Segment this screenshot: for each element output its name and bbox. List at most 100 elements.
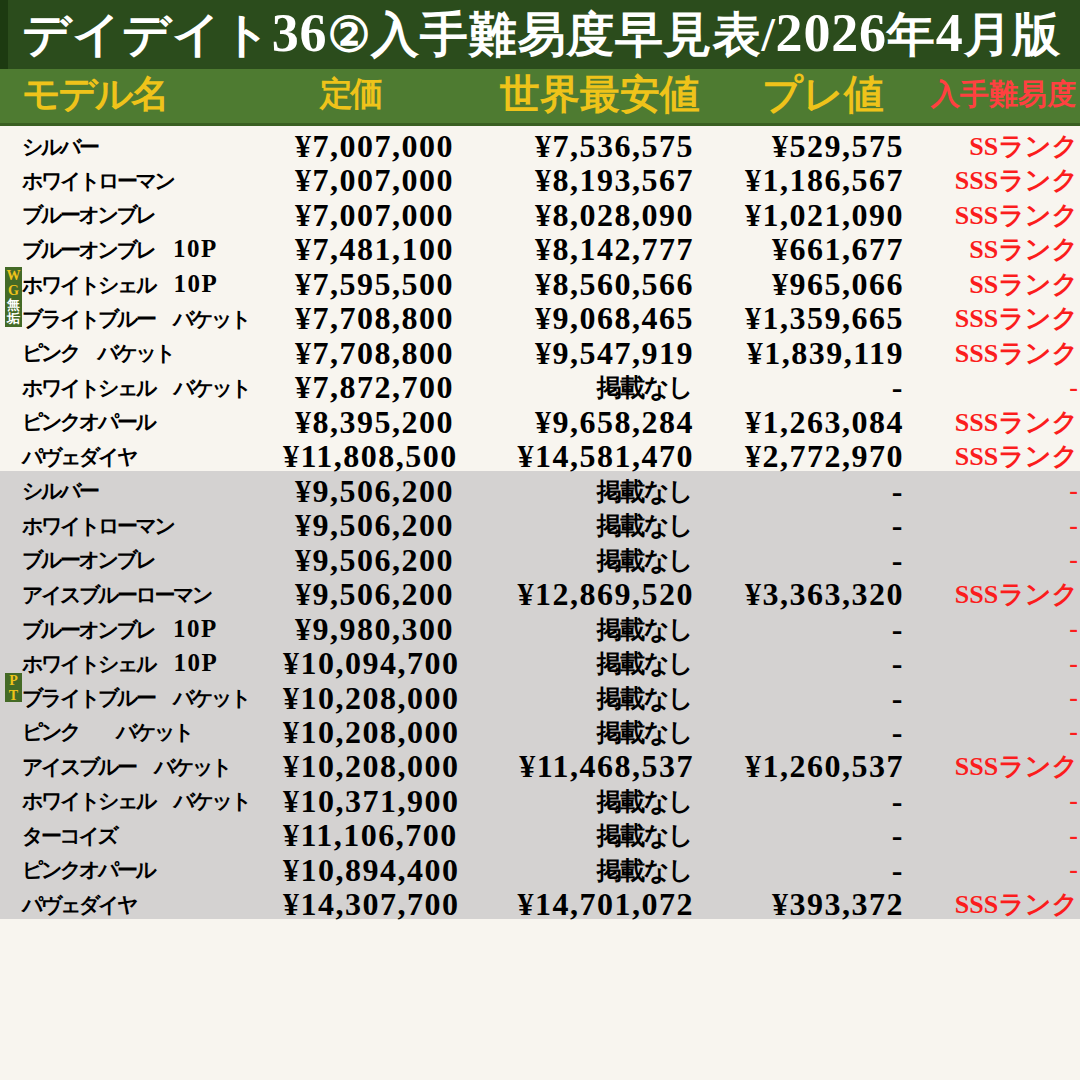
cell-list-price: ¥9,506,200 bbox=[283, 542, 454, 579]
table-row: ピンクオパール¥10,894,400掲載なし-- bbox=[0, 850, 1080, 884]
table-row: ピンク バケット¥10,208,000掲載なし-- bbox=[0, 712, 1080, 746]
title-bar: デイデイト36②入手難易度早見表/2026年4月版 bbox=[0, 0, 1080, 69]
cell-world-lowest: 掲載なし bbox=[454, 716, 694, 749]
cell-rank: SSランク bbox=[904, 129, 1080, 164]
cell-list-price: ¥9,506,200 bbox=[283, 576, 454, 613]
cell-rank: SSランク bbox=[904, 232, 1080, 267]
cell-rank: SSSランク bbox=[904, 336, 1080, 371]
cell-model: シルバー bbox=[0, 133, 283, 161]
table-row: パヴェダイヤ¥11,808,500¥14,581,470¥2,772,970SS… bbox=[0, 436, 1080, 470]
table-row: ホワイトシェル バケット¥7,872,700掲載なし-- bbox=[0, 367, 1080, 401]
cell-world-lowest: ¥8,560,566 bbox=[454, 266, 694, 303]
cell-model: ホワイトローマン bbox=[0, 512, 283, 540]
cell-world-lowest: 掲載なし bbox=[454, 613, 694, 646]
column-header-list-price: 定価 bbox=[265, 72, 436, 117]
cell-list-price: ¥7,007,000 bbox=[283, 197, 454, 234]
cell-world-lowest: 掲載なし bbox=[454, 509, 694, 542]
cell-premium: - bbox=[694, 852, 904, 889]
cell-world-lowest: ¥14,701,072 bbox=[454, 886, 694, 923]
table-row: ホワイトシェル バケット¥10,371,900掲載なし-- bbox=[0, 781, 1080, 815]
cell-premium: ¥965,066 bbox=[694, 266, 904, 303]
cell-world-lowest: ¥11,468,537 bbox=[454, 748, 694, 785]
cell-premium: ¥3,363,320 bbox=[694, 576, 904, 613]
cell-model: アイスブルー バケット bbox=[0, 753, 283, 781]
cell-premium: - bbox=[694, 369, 904, 406]
cell-list-price: ¥10,094,700 bbox=[283, 645, 454, 682]
table-row: ホワイトシェル 10P¥7,595,500¥8,560,566¥965,066S… bbox=[0, 264, 1080, 298]
cell-premium: ¥1,186,567 bbox=[694, 162, 904, 199]
cell-list-price: ¥10,894,400 bbox=[283, 852, 454, 889]
cell-world-lowest: ¥8,193,567 bbox=[454, 162, 694, 199]
cell-list-price: ¥7,007,000 bbox=[283, 128, 454, 165]
table-row: ホワイトローマン¥7,007,000¥8,193,567¥1,186,567SS… bbox=[0, 160, 1080, 194]
cell-world-lowest: ¥9,068,465 bbox=[454, 300, 694, 337]
badge-char: G bbox=[8, 283, 19, 298]
table-row: ホワイトローマン¥9,506,200掲載なし-- bbox=[0, 505, 1080, 539]
cell-world-lowest: ¥7,536,575 bbox=[454, 128, 694, 165]
cell-premium: - bbox=[694, 680, 904, 717]
cell-list-price: ¥7,872,700 bbox=[283, 369, 454, 406]
table-row: ピンク バケット¥7,708,800¥9,547,919¥1,839,119SS… bbox=[0, 333, 1080, 367]
column-header-model: モデル名 bbox=[0, 69, 283, 120]
cell-list-price: ¥7,595,500 bbox=[283, 266, 454, 303]
cell-list-price: ¥7,708,800 bbox=[283, 300, 454, 337]
cell-world-lowest: 掲載なし bbox=[454, 819, 694, 852]
cell-rank: - bbox=[904, 683, 1080, 713]
table-row: ブルーオンブレ 10P¥9,980,300掲載なし-- bbox=[0, 609, 1080, 643]
cell-premium: ¥1,263,084 bbox=[694, 404, 904, 441]
page-title: デイデイト36②入手難易度早見表/2026年4月版 bbox=[22, 2, 1061, 67]
cell-model: パヴェダイヤ bbox=[0, 443, 283, 471]
cell-list-price: ¥10,208,000 bbox=[283, 714, 454, 751]
cell-list-price: ¥7,481,100 bbox=[283, 231, 454, 268]
cell-model: ホワイトシェル 10P bbox=[0, 649, 283, 678]
cell-rank: SSSランク bbox=[904, 577, 1080, 612]
cell-rank: - bbox=[904, 545, 1080, 575]
cell-premium: ¥1,839,119 bbox=[694, 335, 904, 372]
cell-rank: SSSランク bbox=[904, 887, 1080, 922]
cell-world-lowest: ¥8,028,090 bbox=[454, 197, 694, 234]
cell-rank: - bbox=[904, 717, 1080, 747]
cell-premium: ¥1,260,537 bbox=[694, 748, 904, 785]
cell-rank: - bbox=[904, 649, 1080, 679]
badge-char: 垢 bbox=[7, 312, 20, 326]
cell-rank: SSSランク bbox=[904, 749, 1080, 784]
cell-world-lowest: ¥12,869,520 bbox=[454, 576, 694, 613]
cell-world-lowest: 掲載なし bbox=[454, 475, 694, 508]
cell-premium: ¥393,372 bbox=[694, 886, 904, 923]
cell-model: ホワイトローマン bbox=[0, 167, 283, 195]
cell-list-price: ¥9,506,200 bbox=[283, 507, 454, 544]
table-row: ブルーオンブレ¥9,506,200掲載なし-- bbox=[0, 540, 1080, 574]
cell-rank: SSランク bbox=[904, 267, 1080, 302]
cell-model: ホワイトシェル 10P bbox=[0, 270, 283, 299]
cell-premium: - bbox=[694, 817, 904, 854]
cell-model: ブルーオンブレ 10P bbox=[0, 615, 283, 644]
cell-premium: ¥2,772,970 bbox=[694, 438, 904, 475]
table-row: ホワイトシェル 10P¥10,094,700掲載なし-- bbox=[0, 643, 1080, 677]
cell-world-lowest: 掲載なし bbox=[454, 785, 694, 818]
table-row: ターコイズ¥11,106,700掲載なし-- bbox=[0, 815, 1080, 849]
table-row: シルバー¥7,007,000¥7,536,575¥529,575SSランク bbox=[0, 126, 1080, 160]
table-row: ブルーオンブレ¥7,007,000¥8,028,090¥1,021,090SSS… bbox=[0, 195, 1080, 229]
cell-world-lowest: ¥14,581,470 bbox=[454, 438, 694, 475]
cell-premium: - bbox=[694, 611, 904, 648]
column-header-rank: 入手難易度 bbox=[904, 75, 1080, 115]
cell-list-price: ¥7,708,800 bbox=[283, 335, 454, 372]
cell-premium: - bbox=[694, 714, 904, 751]
cell-model: ホワイトシェル バケット bbox=[0, 374, 283, 402]
cell-model: ブルーオンブレ 10P bbox=[0, 235, 283, 264]
cell-premium: ¥1,021,090 bbox=[694, 197, 904, 234]
cell-list-price: ¥10,208,000 bbox=[283, 680, 454, 717]
cell-rank: SSSランク bbox=[904, 439, 1080, 474]
cell-model: ブルーオンブレ bbox=[0, 546, 283, 574]
cell-premium: - bbox=[694, 645, 904, 682]
cell-model: パヴェダイヤ bbox=[0, 891, 283, 919]
table-header: モデル名 定価 世界最安値 プレ値 入手難易度 bbox=[0, 69, 1080, 126]
cell-rank: - bbox=[904, 786, 1080, 816]
cell-rank: SSSランク bbox=[904, 198, 1080, 233]
cell-rank: SSSランク bbox=[904, 163, 1080, 198]
cell-list-price: ¥14,307,700 bbox=[283, 886, 454, 923]
table-row: ピンクオパール¥8,395,200¥9,658,284¥1,263,084SSS… bbox=[0, 402, 1080, 436]
cell-world-lowest: 掲載なし bbox=[454, 647, 694, 680]
cell-rank: SSSランク bbox=[904, 301, 1080, 336]
badge-char: T bbox=[9, 688, 18, 703]
